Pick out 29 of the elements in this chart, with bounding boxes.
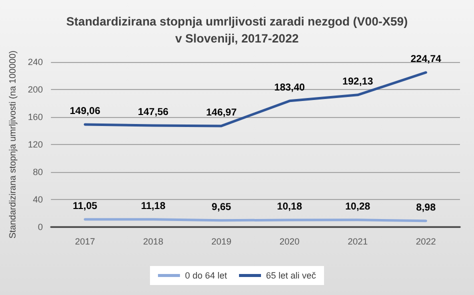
y-tick-label: 40	[32, 194, 43, 204]
x-tick-label: 2017	[74, 236, 96, 246]
data-label: 224,74	[410, 54, 442, 65]
x-tick-label: 2022	[416, 236, 436, 246]
data-label: 8,98	[416, 202, 436, 214]
y-tick-label: 200	[28, 84, 43, 94]
data-label: 10,18	[277, 202, 302, 212]
y-tick-label: 160	[28, 112, 43, 122]
legend-label: 0 do 64 let	[184, 270, 228, 280]
x-tick-label: 2019	[211, 236, 232, 246]
x-tick-label: 2020	[280, 236, 300, 246]
legend-label: 65 let ali več	[266, 270, 317, 280]
y-tick-label: 0	[38, 222, 43, 232]
data-label: 11,05	[72, 200, 98, 212]
data-label: 149,06	[70, 106, 101, 118]
data-label: 11,18	[140, 200, 166, 212]
data-label: 10,28	[345, 201, 371, 212]
data-label: 192,13	[342, 76, 374, 88]
y-tick-label: 120	[28, 140, 43, 150]
y-axis-title: Standardizirana stopnja umrljivosti (na 100000)	[8, 50, 18, 239]
x-tick-label: 2021	[348, 236, 368, 246]
data-label: 9,65	[212, 202, 232, 213]
data-label: 147,56	[138, 107, 169, 118]
y-tick-label: 80	[32, 167, 43, 177]
chart-title: Standardizirana stopnja umrljivosti zaradi nezgod (V00-X59) v Sloveniji, 2017-2022	[66, 14, 408, 46]
data-label: 183,40	[274, 82, 306, 94]
data-label: 146,97	[206, 107, 238, 118]
y-tick-label: 240	[28, 57, 43, 67]
x-tick-label: 2018	[143, 236, 164, 246]
